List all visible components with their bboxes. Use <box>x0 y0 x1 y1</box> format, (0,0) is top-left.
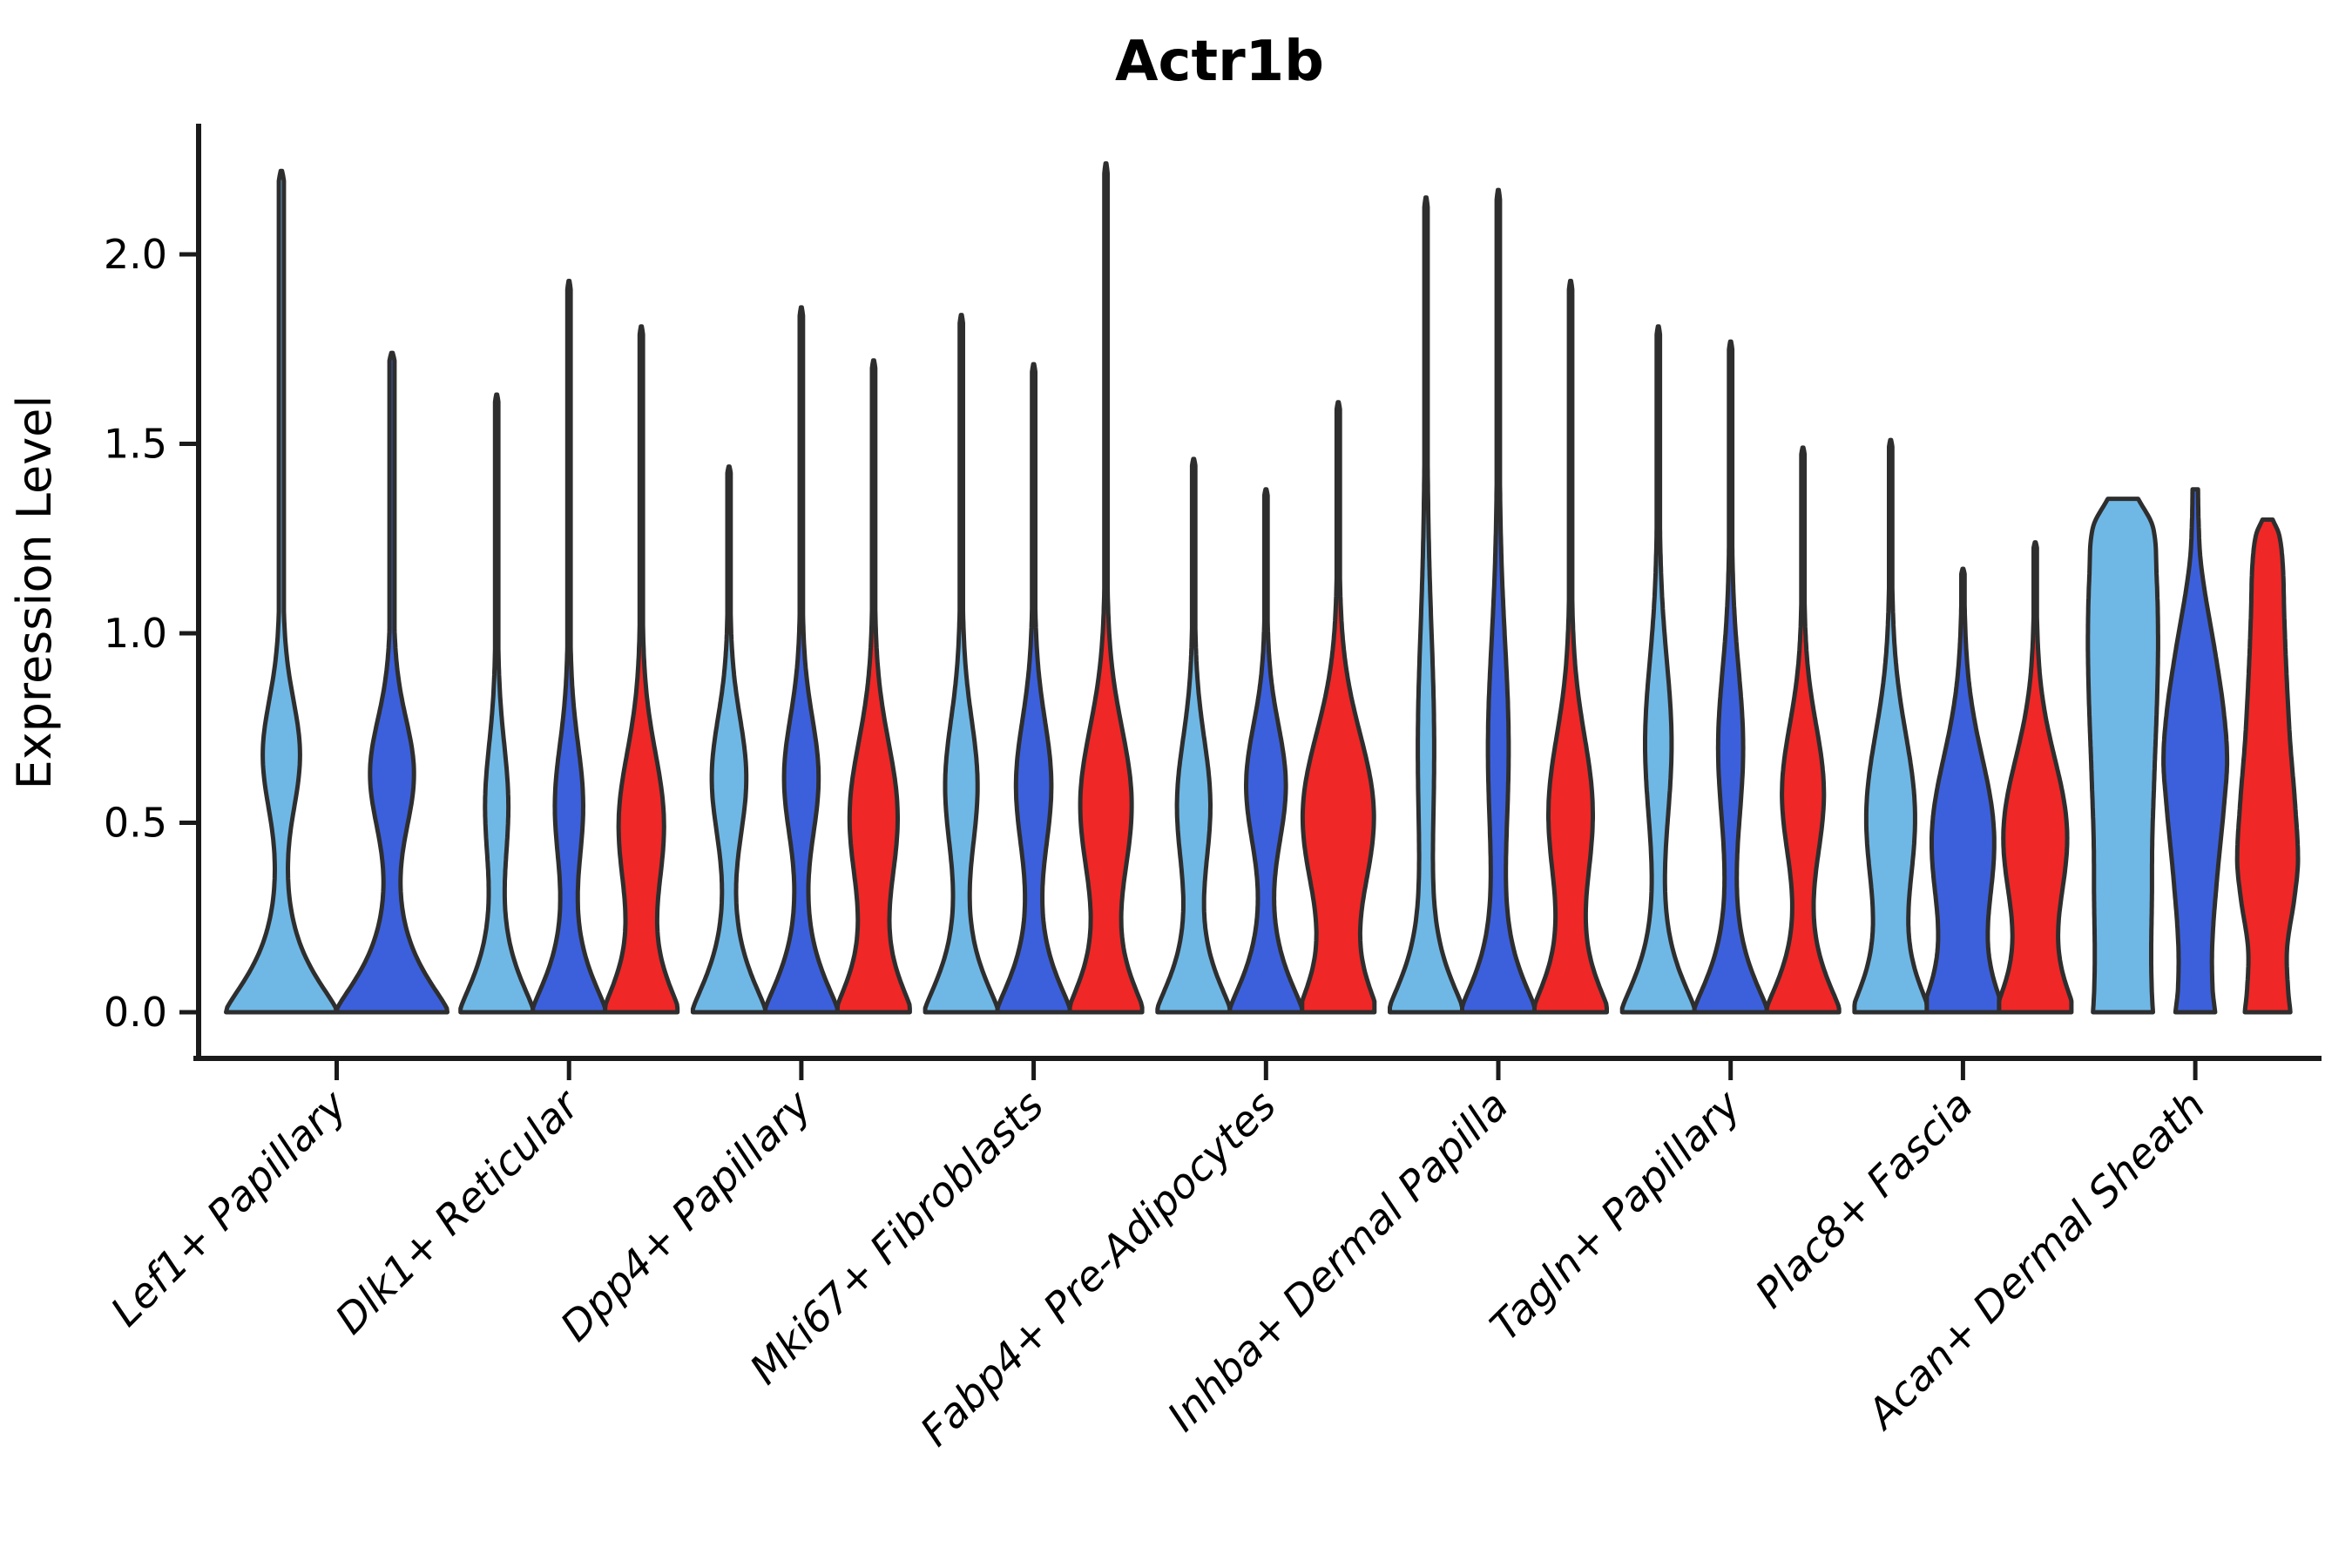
violin-acan-red <box>2234 517 2301 1015</box>
violin-lef1-light-blue <box>224 168 339 1015</box>
axes <box>179 124 2322 1080</box>
violin-dpp4-light-blue <box>690 464 767 1015</box>
violin-plac8-red <box>1997 540 2074 1015</box>
violin-tagln-red <box>1764 445 1842 1015</box>
violin-acan-light-blue <box>2085 497 2160 1015</box>
violin-acan-dark-blue <box>2161 487 2230 1015</box>
violin-dlk1-red <box>603 324 680 1015</box>
y-tick-label: 0.0 <box>104 989 167 1036</box>
violin-fabp4-red <box>1300 400 1377 1015</box>
violin-dlk1-light-blue <box>458 392 536 1015</box>
x-category-label: Plac8+ Fascia <box>1747 1082 1983 1318</box>
y-tick-label: 1.5 <box>104 421 167 468</box>
y-tick-labels: 0.0 0.5 1.0 1.5 2.0 <box>104 231 167 1036</box>
violin-plac8-dark-blue <box>1924 566 2002 1015</box>
violin-mki67-light-blue <box>923 313 1000 1015</box>
violin-dpp4-red <box>835 358 912 1015</box>
y-tick-label: 1.0 <box>104 610 167 657</box>
y-tick-label: 0.5 <box>104 800 167 847</box>
violin-mki67-dark-blue <box>995 362 1072 1015</box>
violin-inhba-light-blue <box>1388 195 1464 1015</box>
violin-fabp4-dark-blue <box>1227 487 1305 1015</box>
violin-mki67-red <box>1067 161 1145 1015</box>
x-category-label: Lef1+ Papillary <box>102 1081 357 1336</box>
x-category-label: Tagln+ Papillary <box>1481 1081 1751 1351</box>
x-category-label: Dlk1+ Reticular <box>327 1080 591 1344</box>
violin-dpp4-dark-blue <box>762 305 840 1015</box>
violin-group <box>224 161 2301 1015</box>
x-category-label: Dpp4+ Papillary <box>551 1081 821 1351</box>
violin-tagln-dark-blue <box>1692 339 1769 1015</box>
violin-inhba-dark-blue <box>1460 187 1537 1015</box>
y-tick-label: 2.0 <box>104 231 167 278</box>
chart-title: Actr1b <box>1115 30 1324 94</box>
violin-plac8-light-blue <box>1852 437 1930 1015</box>
violin-fabp4-light-blue <box>1155 456 1233 1015</box>
violin-inhba-red <box>1532 279 1609 1015</box>
violin-tagln-light-blue <box>1619 324 1697 1015</box>
violin-dlk1-dark-blue <box>531 279 608 1015</box>
violin-lef1-dark-blue <box>335 350 449 1015</box>
y-axis-label: Expression Level <box>7 395 62 790</box>
